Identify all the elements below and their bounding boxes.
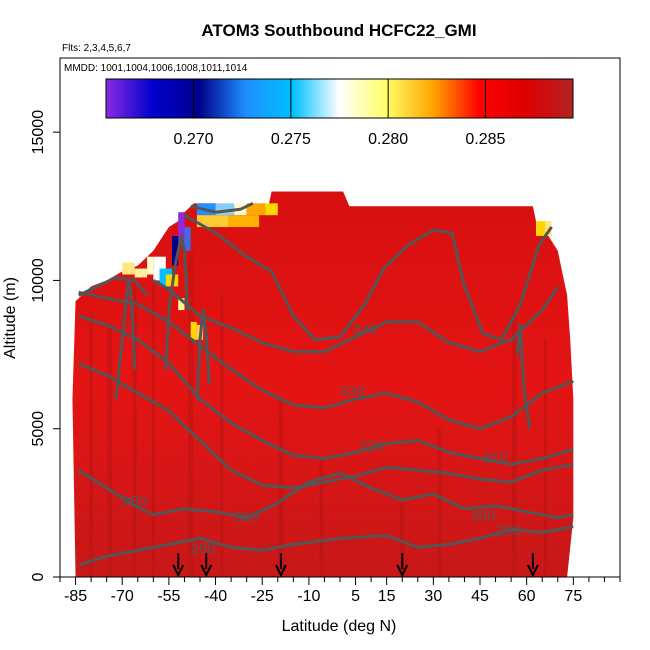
- contour-label: 290: [495, 522, 520, 539]
- contour-label: 300: [471, 508, 496, 525]
- flight-arrow: [396, 553, 409, 578]
- contour-line: [78, 525, 574, 567]
- contour-line: [114, 278, 137, 400]
- x-tick-label: 30: [424, 588, 442, 605]
- contour-line: [164, 234, 190, 370]
- x-tick-label: 60: [518, 588, 536, 605]
- contour-line: [183, 213, 553, 342]
- x-axis-label: Latitude (deg N): [282, 618, 397, 635]
- contour-line: [77, 468, 574, 520]
- contour-label: 330: [340, 383, 365, 400]
- contour-lines: [77, 201, 574, 567]
- x-tick-label: -55: [157, 588, 180, 605]
- contour-line: [78, 276, 149, 297]
- data-cell: [134, 268, 148, 278]
- data-streak: [132, 280, 137, 577]
- data-streak: [107, 324, 113, 577]
- mmdd-label: MMDD: 1001,1004,1006,1008,1011,1014: [64, 63, 248, 74]
- data-cell: [178, 298, 185, 311]
- data-streak: [220, 295, 224, 577]
- contour-label: 310: [483, 450, 508, 467]
- data-streak: [151, 265, 155, 577]
- data-field: [72, 191, 574, 577]
- flight-arrow: [200, 553, 213, 578]
- data-cell: [196, 215, 228, 228]
- contour-line: [78, 314, 574, 466]
- contour-line: [78, 362, 574, 490]
- y-tick-label: 0: [30, 572, 47, 581]
- x-tick-label: -25: [251, 588, 274, 605]
- flight-arrow: [274, 553, 287, 578]
- x-tick-label: 15: [378, 588, 396, 605]
- contour-label: 290: [191, 540, 216, 557]
- colorbar-tick-label: 0.285: [465, 131, 505, 148]
- data-cell: [190, 321, 197, 340]
- chart-title: ATOM3 Southbound HCFC22_GMI: [201, 21, 476, 40]
- arrow-head: [526, 564, 539, 578]
- contour-label: 320: [359, 438, 384, 455]
- data-cell: [228, 215, 260, 228]
- x-tick-label: -70: [111, 588, 134, 605]
- data-streak: [188, 250, 194, 577]
- flight-arrows: [172, 553, 539, 578]
- colorbar-tick-label: 0.270: [174, 131, 214, 148]
- data-cell: [215, 203, 235, 216]
- colorbar-tick-label: 0.275: [271, 131, 311, 148]
- x-tick-label: -10: [297, 588, 320, 605]
- x-tick-label: -40: [204, 588, 227, 605]
- flights-label: Flts: 2,3,4,5,6,7: [62, 43, 131, 54]
- contour-label: 340: [352, 321, 377, 338]
- flight-arrow: [526, 553, 539, 578]
- y-tick-label: 15000: [30, 110, 47, 155]
- data-cell: [536, 221, 546, 236]
- x-tick-label: 5: [351, 588, 360, 605]
- contour-line: [190, 201, 254, 214]
- arrow-head: [274, 564, 287, 578]
- x-tick-label: -85: [64, 588, 87, 605]
- data-cell: [178, 212, 185, 245]
- arrow-head: [396, 564, 409, 578]
- y-tick-label: 5000: [30, 411, 47, 447]
- data-cell: [122, 262, 135, 275]
- contour-line: [515, 323, 532, 429]
- data-cell: [147, 256, 154, 275]
- data-streak: [511, 310, 517, 577]
- y-axis: 0 5000 10000 15000: [30, 110, 60, 581]
- data-cell: [184, 227, 191, 251]
- colorbar: 0.270 0.275 0.280 0.285: [105, 78, 574, 148]
- data-streak: [437, 428, 442, 577]
- y-axis-label: Altitude (m): [2, 277, 19, 359]
- data-cell: [545, 221, 552, 236]
- data-cell: [246, 203, 266, 216]
- arrow-head: [200, 564, 213, 578]
- data-cell: [265, 203, 278, 216]
- flight-arrow: [172, 553, 185, 578]
- colorbar-tick-label: 0.280: [368, 131, 408, 148]
- data-streak: [319, 458, 324, 577]
- x-tick-label: 45: [471, 588, 489, 605]
- y-tick-label: 10000: [30, 258, 47, 303]
- colorbar-gradient: [105, 78, 574, 119]
- contour-label: 300: [234, 509, 259, 526]
- arrow-head: [172, 564, 185, 578]
- contour-line: [78, 290, 574, 431]
- data-cell: [172, 235, 179, 266]
- x-axis: -85 -70 -55 -40 -25 -10 5 15 30 45 60 75: [59, 577, 621, 605]
- contour-line: [195, 308, 211, 400]
- contour-label: 280: [122, 493, 147, 510]
- x-tick-label: 75: [564, 588, 582, 605]
- contour-line: [152, 279, 560, 354]
- data-streak: [89, 310, 93, 577]
